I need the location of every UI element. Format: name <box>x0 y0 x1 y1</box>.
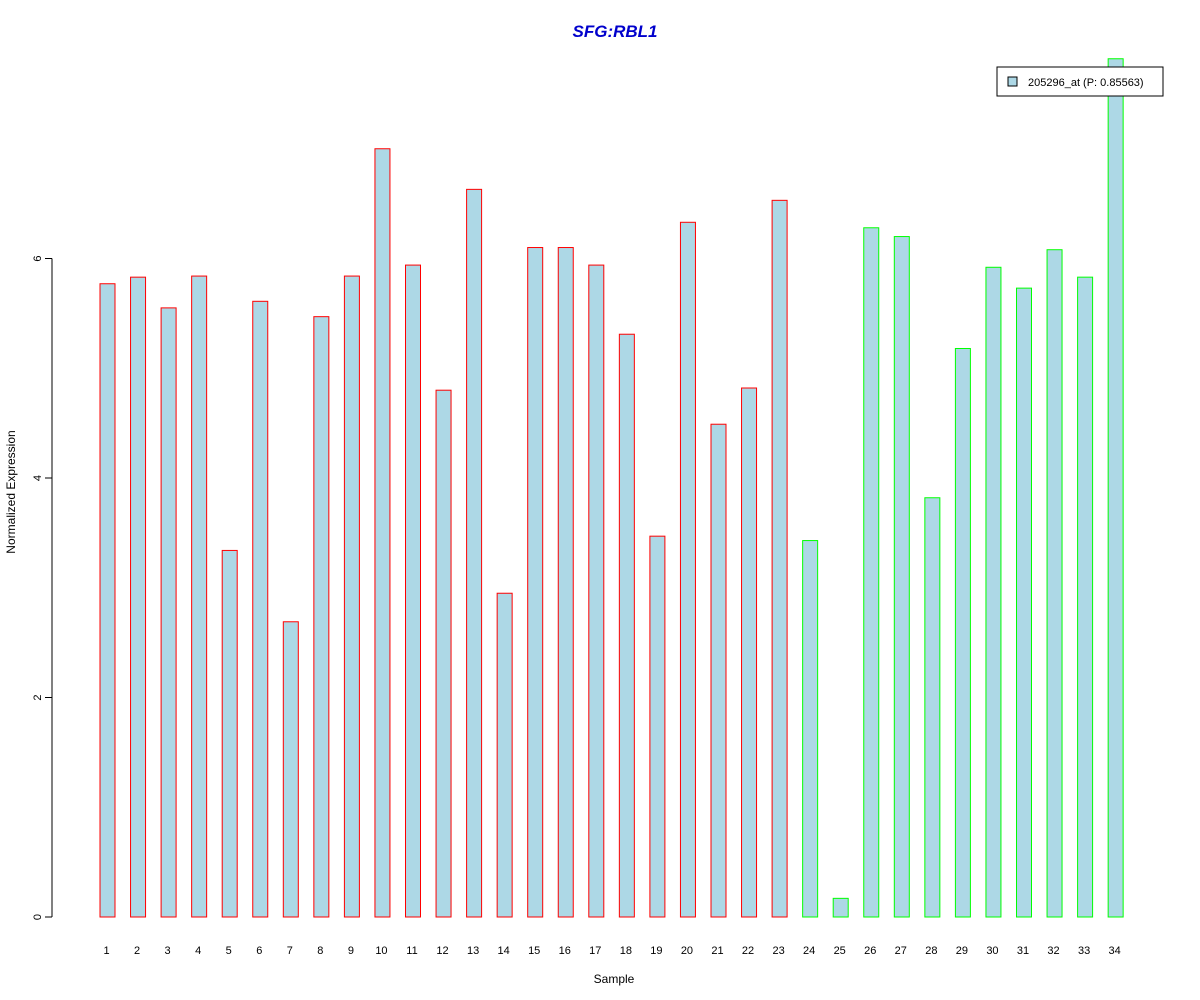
bar-sample-9 <box>343 275 360 918</box>
bar-sample-15 <box>527 247 544 918</box>
y-tick-label: 0 <box>32 914 44 920</box>
x-tick-label: 31 <box>1017 945 1029 957</box>
x-tick-label: 22 <box>742 945 754 957</box>
bar-sample-17 <box>588 264 605 918</box>
x-tick-label: 27 <box>895 945 907 957</box>
bar-sample-34 <box>1107 58 1124 918</box>
bar-sample-8 <box>313 316 330 918</box>
x-axis-label: Sample <box>594 972 635 986</box>
legend-label: 205296_at (P: 0.85563) <box>1028 77 1144 89</box>
x-tick-label: 32 <box>1047 945 1059 957</box>
bar-sample-13 <box>466 188 483 918</box>
y-axis-label: Normalized Expression <box>4 430 18 553</box>
x-tick-label: 13 <box>467 945 479 957</box>
bar-sample-14 <box>496 592 513 918</box>
legend-swatch <box>1007 76 1018 87</box>
bar-sample-29 <box>954 347 971 918</box>
x-tick-label: 29 <box>956 945 968 957</box>
x-tick-label: 4 <box>195 945 201 957</box>
x-tick-label: 25 <box>834 945 846 957</box>
bar-sample-20 <box>679 221 696 918</box>
bar-sample-24 <box>802 540 819 918</box>
legend: 205296_at (P: 0.85563) <box>996 66 1164 97</box>
bar-sample-22 <box>741 387 758 918</box>
x-tick-label: 18 <box>620 945 632 957</box>
x-tick-label: 19 <box>650 945 662 957</box>
x-tick-label: 24 <box>803 945 815 957</box>
x-tick-label: 6 <box>256 945 262 957</box>
bar-sample-4 <box>191 275 208 918</box>
bar-sample-2 <box>130 276 147 918</box>
x-tick-label: 17 <box>589 945 601 957</box>
bar-sample-23 <box>771 199 788 918</box>
x-tick-label: 20 <box>681 945 693 957</box>
y-tick-label: 2 <box>32 694 44 700</box>
x-tick-labels: 1 2 3 4 5 6 7 8 9 10 11 12 13 14 15 16 17 18 19 20 21 22 23 24 2… <box>103 945 1120 957</box>
x-tick-label: 33 <box>1078 945 1090 957</box>
bar-sample-6 <box>252 300 269 918</box>
x-tick-label: 3 <box>165 945 171 957</box>
x-tick-label: 30 <box>986 945 998 957</box>
x-tick-label: 14 <box>498 945 510 957</box>
bar-sample-26 <box>863 227 880 918</box>
y-tick-label: 4 <box>32 475 44 481</box>
bar-sample-5 <box>221 549 238 918</box>
bar-sample-1 <box>99 283 116 918</box>
x-tick-label: 11 <box>406 945 417 957</box>
bar-sample-18 <box>618 333 635 918</box>
x-tick-label: 10 <box>375 945 387 957</box>
x-tick-label: 34 <box>1109 945 1121 957</box>
bar-sample-10 <box>374 148 391 918</box>
x-tick-label: 9 <box>348 945 354 957</box>
x-tick-label: 26 <box>864 945 876 957</box>
bar-sample-32 <box>1046 249 1063 918</box>
legend-box <box>996 66 1164 97</box>
bar-sample-12 <box>435 389 452 918</box>
x-tick-label: 8 <box>317 945 323 957</box>
x-tick-label: 2 <box>134 945 140 957</box>
bar-sample-16 <box>557 247 574 918</box>
x-tick-label: 7 <box>287 945 293 957</box>
x-tick-label: 12 <box>436 945 448 957</box>
x-tick-label: 5 <box>226 945 232 957</box>
x-tick-label: 16 <box>559 945 571 957</box>
bar-sample-21 <box>710 423 727 918</box>
x-tick-label: 23 <box>772 945 784 957</box>
x-tick-label: 15 <box>528 945 540 957</box>
bar-sample-11 <box>405 264 421 918</box>
x-tick-label: 1 <box>103 945 109 957</box>
x-tick-label: 28 <box>925 945 937 957</box>
bar-sample-30 <box>985 266 1002 918</box>
bars-group <box>99 58 1124 918</box>
bar-sample-28 <box>924 497 941 918</box>
bar-sample-3 <box>160 307 177 918</box>
bar-sample-7 <box>282 621 299 918</box>
bar-sample-19 <box>649 535 666 918</box>
bar-sample-25 <box>832 897 849 918</box>
y-tick-label: 6 <box>32 255 44 261</box>
y-axis: 0 2 4 6 <box>32 255 53 920</box>
chart-title: SFG:RBL1 <box>573 22 658 41</box>
x-tick-label: 21 <box>711 945 723 957</box>
bar-sample-33 <box>1077 276 1094 918</box>
bar-sample-31 <box>1016 287 1032 918</box>
bar-sample-27 <box>893 236 910 918</box>
